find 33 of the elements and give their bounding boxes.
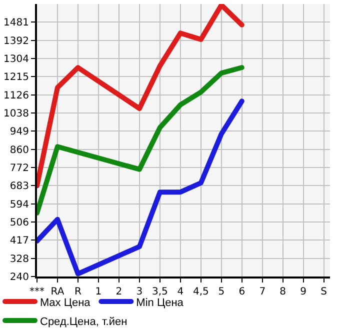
y-tick-label: 1392 (4, 36, 29, 47)
y-tick-label: 1304 (4, 54, 29, 65)
x-tick-label: S (320, 286, 328, 298)
legend-label: Max Цена (40, 296, 92, 309)
legend-label: Min Цена (136, 296, 184, 309)
y-tick-label: 1215 (4, 72, 29, 84)
x-tick-label: 8 (280, 286, 286, 298)
y-tick-label: 1126 (4, 90, 29, 102)
y-tick-label: 1481 (4, 18, 29, 29)
y-tick-label: 328 (10, 254, 29, 265)
y-tick-label: 1038 (4, 108, 29, 120)
x-tick-label: 9 (300, 286, 307, 298)
y-tick-label: 683 (10, 181, 29, 192)
x-tick-label: 1 (95, 286, 102, 298)
x-tick-label: 3,5 (152, 286, 168, 298)
x-tick-label: 4,5 (192, 286, 209, 298)
y-tick-label: 417 (10, 236, 29, 247)
x-tick-label: R (74, 286, 82, 298)
x-tick-label: *** (30, 286, 44, 298)
x-tick-label: RA (50, 286, 64, 298)
y-tick-label: 772 (10, 163, 29, 174)
x-tick-label: 4 (177, 286, 184, 298)
legend-label: Сред.Цена, т.йен (40, 316, 128, 328)
y-tick-label: 949 (10, 126, 29, 138)
y-tick-label: 506 (10, 218, 29, 228)
x-tick-label: 5 (218, 286, 225, 298)
y-tick-label: 240 (10, 272, 29, 283)
x-tick-label: 7 (259, 286, 266, 298)
y-tick-label: 594 (10, 199, 29, 210)
y-tick-label: 860 (10, 144, 29, 156)
x-tick-label: 6 (238, 286, 246, 298)
x-tick-label: 3 (136, 286, 143, 298)
x-tick-label: 2 (116, 286, 122, 298)
